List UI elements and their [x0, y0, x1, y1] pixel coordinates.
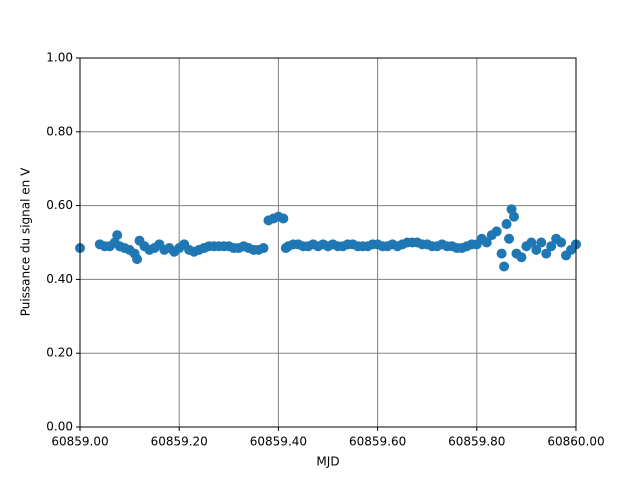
x-tick-label: 60859.40	[250, 435, 307, 449]
data-point	[496, 248, 507, 259]
y-tick-label: 0.80	[46, 124, 73, 138]
data-point	[504, 233, 515, 244]
data-point	[481, 237, 492, 248]
data-point	[258, 243, 269, 254]
data-point	[516, 252, 527, 263]
data-point	[541, 248, 552, 259]
y-tick-label: 0.20	[46, 346, 73, 360]
y-tick-label: 0.00	[46, 420, 73, 434]
data-point	[546, 241, 557, 252]
x-axis-label: MJD	[316, 455, 339, 469]
x-tick-label: 60859.60	[349, 435, 406, 449]
y-axis-label: Puissance du signal en V	[19, 167, 33, 316]
x-tick-label: 60859.80	[448, 435, 505, 449]
data-point	[132, 254, 143, 265]
y-tick-label: 0.40	[46, 272, 73, 286]
data-point	[112, 230, 123, 241]
data-point	[526, 237, 537, 248]
plot-frame	[79, 57, 577, 428]
data-point	[499, 261, 510, 272]
x-tick-label: 60860.00	[547, 435, 604, 449]
data-point	[531, 244, 542, 255]
data-point	[536, 237, 547, 248]
data-point	[491, 226, 502, 237]
data-point	[278, 213, 289, 224]
x-tick-label: 60859.20	[151, 435, 208, 449]
data-point	[556, 237, 567, 248]
data-point	[501, 219, 512, 230]
data-point	[509, 211, 519, 222]
y-tick-label: 1.00	[46, 51, 73, 65]
y-tick-label: 0.60	[46, 198, 73, 212]
x-tick-label: 60859.00	[51, 435, 108, 449]
